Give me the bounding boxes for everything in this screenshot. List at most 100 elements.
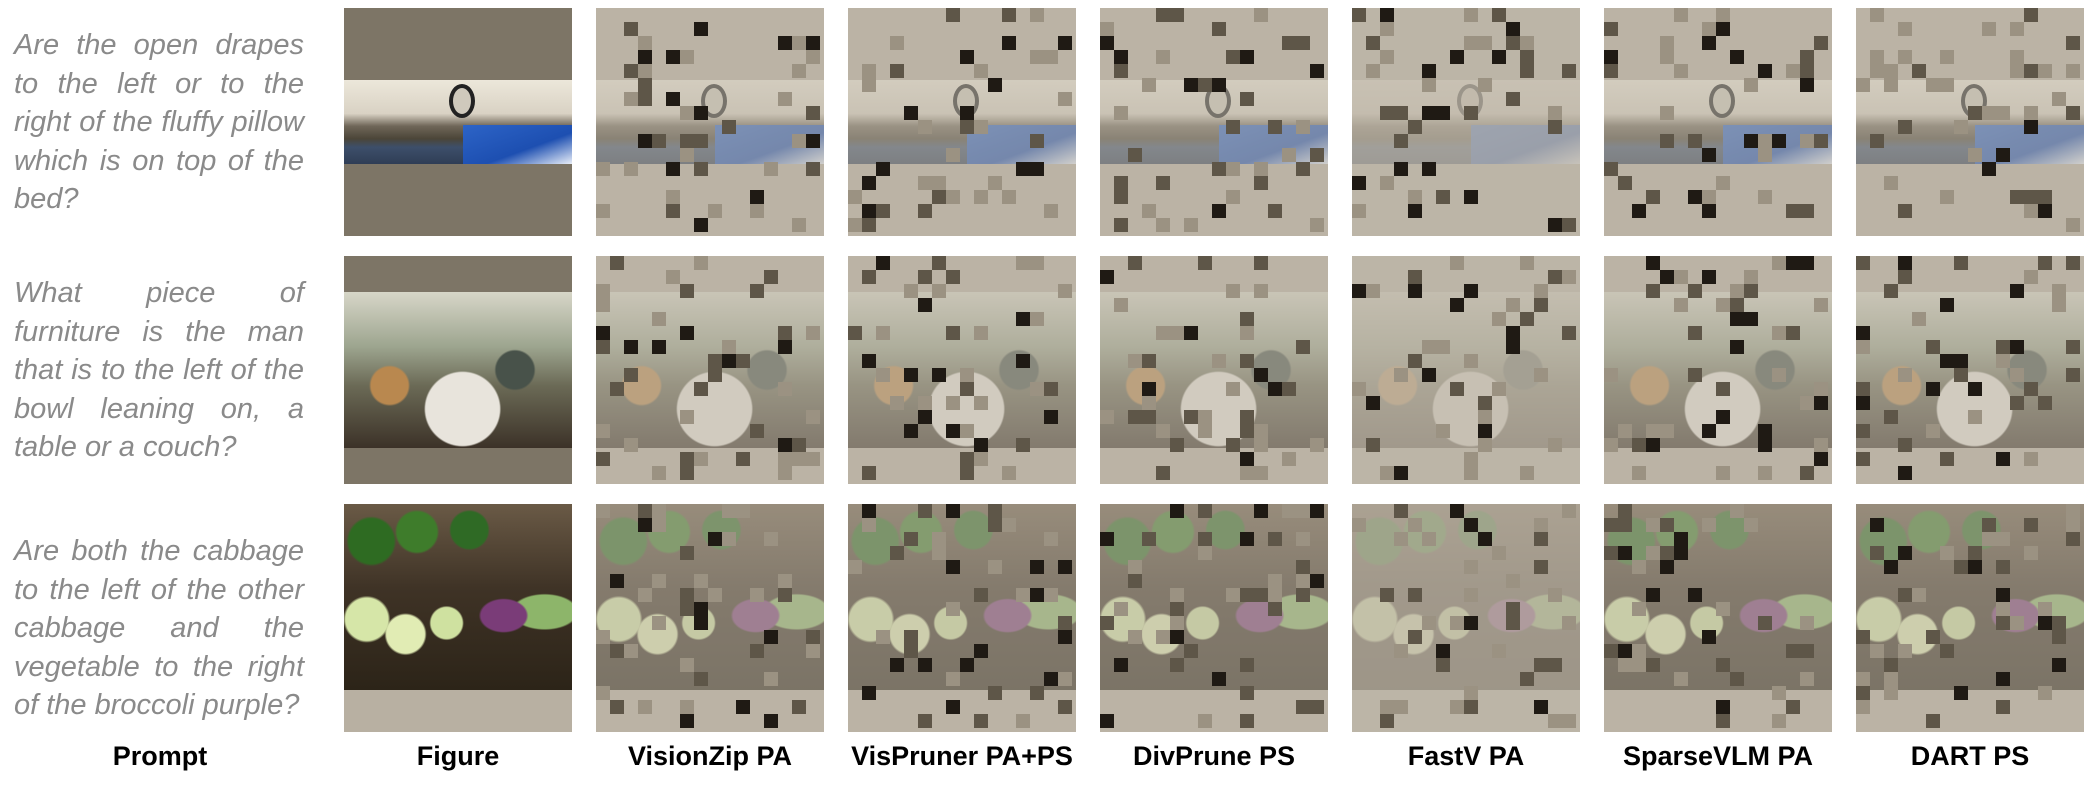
- token-tile: [1716, 410, 1730, 424]
- token-tile: [1800, 466, 1814, 480]
- token-tile: [1100, 714, 1114, 728]
- token-tile: [1142, 204, 1156, 218]
- token-tile: [764, 532, 778, 546]
- token-tile: [708, 532, 722, 546]
- token-tile: [1884, 64, 1898, 78]
- padding-top: [344, 8, 572, 80]
- token-tile: [652, 518, 666, 532]
- token-tile: [1954, 354, 1968, 368]
- token-tile: [2024, 270, 2038, 284]
- token-tile: [1030, 312, 1044, 326]
- token-tile: [1226, 382, 1240, 396]
- token-tile: [638, 92, 652, 106]
- token-tile: [1996, 672, 2010, 686]
- token-tile: [2052, 616, 2066, 630]
- token-tile: [1296, 162, 1310, 176]
- token-tile: [2066, 64, 2080, 78]
- token-tile: [1492, 50, 1506, 64]
- token-tile: [1506, 326, 1520, 340]
- token-tile: [792, 438, 806, 452]
- token-tile: [1982, 532, 1996, 546]
- token-tile: [1562, 218, 1576, 232]
- token-tile: [778, 466, 792, 480]
- token-tile: [736, 354, 750, 368]
- image-bedroom-visionzip: [596, 8, 824, 236]
- token-tile: [1632, 560, 1646, 574]
- token-tile: [1268, 532, 1282, 546]
- token-tile: [1940, 354, 1954, 368]
- token-tile: [1016, 256, 1030, 270]
- token-tile: [1282, 148, 1296, 162]
- token-tile: [1156, 326, 1170, 340]
- token-tile: [1156, 50, 1170, 64]
- token-tile: [2010, 190, 2024, 204]
- token-tile: [918, 176, 932, 190]
- token-tile: [1114, 298, 1128, 312]
- token-tile: [848, 190, 862, 204]
- token-tile: [1170, 616, 1184, 630]
- token-tile: [1688, 284, 1702, 298]
- token-tile: [1198, 424, 1212, 438]
- token-tile: [680, 106, 694, 120]
- token-tile: [1492, 546, 1506, 560]
- token-tile: [1548, 588, 1562, 602]
- token-tile: [1520, 36, 1534, 50]
- token-tile: [2038, 256, 2052, 270]
- token-tile: [1366, 396, 1380, 410]
- token-tile: [1716, 298, 1730, 312]
- token-tile: [918, 396, 932, 410]
- token-tile: [806, 50, 820, 64]
- token-tile: [1926, 714, 1940, 728]
- token-tile: [778, 382, 792, 396]
- token-tile-layer: [848, 8, 1076, 236]
- token-tile: [792, 134, 806, 148]
- token-tile: [1730, 298, 1744, 312]
- token-tile-layer: [1100, 256, 1328, 484]
- token-tile: [862, 204, 876, 218]
- token-tile: [1352, 518, 1366, 532]
- token-tile: [988, 686, 1002, 700]
- token-tile: [862, 218, 876, 232]
- pruned-token-overlay: [1100, 504, 1328, 732]
- token-tile: [1394, 106, 1408, 120]
- token-tile: [680, 714, 694, 728]
- token-tile: [1450, 504, 1464, 518]
- token-tile: [1996, 452, 2010, 466]
- token-tile: [1940, 78, 1954, 92]
- token-tile: [932, 256, 946, 270]
- token-tile: [1464, 560, 1478, 574]
- token-tile: [1450, 256, 1464, 270]
- token-tile: [960, 368, 974, 382]
- token-tile: [1058, 560, 1072, 574]
- token-tile: [1408, 630, 1422, 644]
- token-tile: [876, 256, 890, 270]
- token-tile: [1618, 658, 1632, 672]
- token-tile: [1716, 22, 1730, 36]
- token-tile: [1954, 368, 1968, 382]
- token-tile: [1520, 50, 1534, 64]
- token-tile: [1506, 340, 1520, 354]
- token-tile: [1506, 22, 1520, 36]
- token-tile: [694, 218, 708, 232]
- token-tile: [1786, 644, 1800, 658]
- token-tile: [1856, 630, 1870, 644]
- token-tile: [1534, 284, 1548, 298]
- token-tile: [1352, 8, 1366, 22]
- token-tile: [918, 204, 932, 218]
- token-tile: [1898, 588, 1912, 602]
- token-tile: [666, 204, 680, 218]
- token-tile: [680, 134, 694, 148]
- token-tile: [1254, 176, 1268, 190]
- token-tile: [1800, 64, 1814, 78]
- token-tile: [778, 36, 792, 50]
- token-tile: [1058, 92, 1072, 106]
- token-tile: [666, 270, 680, 284]
- token-tile: [1142, 382, 1156, 396]
- token-tile: [1702, 630, 1716, 644]
- token-tile: [1198, 714, 1212, 728]
- token-tile: [1184, 78, 1198, 92]
- token-tile: [1562, 714, 1576, 728]
- token-tile: [918, 120, 932, 134]
- token-tile: [974, 588, 988, 602]
- token-tile: [1996, 354, 2010, 368]
